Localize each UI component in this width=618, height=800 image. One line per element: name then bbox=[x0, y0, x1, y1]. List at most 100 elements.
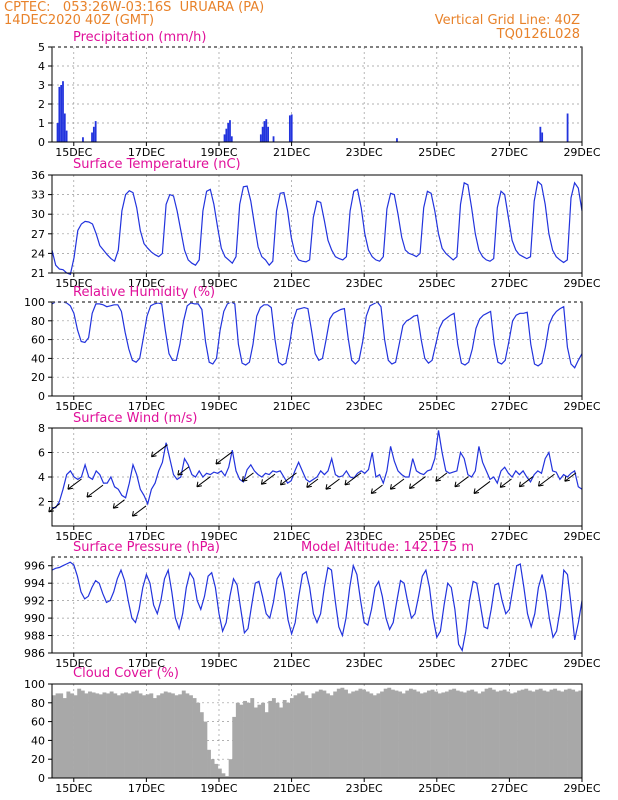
y-tick-label: 33 bbox=[31, 189, 45, 202]
cloud-bar bbox=[553, 688, 558, 778]
wind-arrow-head bbox=[86, 492, 93, 498]
cloud-bar bbox=[365, 691, 370, 778]
x-tick-label: 21DEC bbox=[273, 530, 310, 543]
wind-arrow-head bbox=[435, 476, 441, 482]
cloud-bar bbox=[423, 692, 428, 778]
precip-bar bbox=[92, 126, 95, 142]
wind-arrow bbox=[196, 476, 211, 488]
cloud-bar bbox=[488, 687, 493, 778]
cloud-bar bbox=[88, 691, 92, 778]
cloud-bar bbox=[336, 688, 341, 778]
precip-bar bbox=[539, 126, 542, 142]
cloud-bar bbox=[401, 693, 406, 778]
y-tick-label: 36 bbox=[31, 169, 45, 182]
precip-bar bbox=[541, 132, 544, 142]
cloud-bar bbox=[185, 693, 190, 778]
wind-arrow-head bbox=[564, 476, 570, 482]
cloud-bar bbox=[426, 690, 431, 778]
y-tick-label: 24 bbox=[31, 247, 45, 260]
x-tick-label: 25DEC bbox=[418, 530, 455, 543]
wind-arrow bbox=[344, 472, 362, 486]
cloud-bar bbox=[387, 687, 392, 778]
x-tick-label: 19DEC bbox=[200, 657, 237, 670]
wind-arrow-head bbox=[151, 451, 157, 458]
precip-bar bbox=[566, 113, 569, 142]
x-tick-label: 15DEC bbox=[55, 782, 92, 795]
cloud-bar bbox=[152, 698, 157, 778]
wind-arrow bbox=[132, 505, 147, 517]
x-tick-label: 15DEC bbox=[55, 657, 92, 670]
cloud-bar bbox=[243, 700, 247, 778]
wind-arrow bbox=[409, 476, 426, 489]
series-line bbox=[51, 301, 583, 369]
cloud-bar bbox=[156, 695, 161, 778]
cloud-bar bbox=[120, 693, 125, 778]
cloud-bar bbox=[567, 688, 572, 778]
cloud-bar bbox=[264, 712, 269, 778]
wind-arrow-head bbox=[454, 481, 460, 488]
y-tick-label: 30 bbox=[31, 208, 45, 221]
precip-bar bbox=[82, 137, 84, 142]
y-tick-label: 80 bbox=[31, 697, 45, 710]
cloud-bar bbox=[499, 690, 503, 778]
wind-arrow bbox=[113, 499, 125, 509]
precip-bar bbox=[267, 126, 269, 142]
cloud-bar bbox=[207, 749, 211, 778]
y-tick-label: 40 bbox=[31, 352, 45, 365]
x-tick-label: 29DEC bbox=[563, 400, 600, 413]
cloud-bar bbox=[437, 693, 442, 778]
cloud-bar bbox=[116, 695, 121, 778]
series-line bbox=[51, 180, 583, 276]
wind-arrow-head bbox=[112, 503, 119, 509]
wind-arrow bbox=[473, 481, 491, 494]
cloud-bar bbox=[170, 693, 175, 778]
wind-arrow bbox=[499, 478, 512, 488]
wind-arrow bbox=[48, 503, 61, 513]
cloud-bar bbox=[124, 692, 129, 778]
cloud-bar bbox=[250, 698, 255, 778]
panel-title: Surface Wind (m/s) bbox=[73, 411, 197, 426]
precip-bar bbox=[94, 121, 97, 142]
cloud-bar bbox=[109, 691, 114, 778]
cloud-bar bbox=[311, 693, 316, 778]
cloud-bar bbox=[473, 691, 478, 778]
cloud-bar bbox=[261, 702, 266, 778]
wind-arrow-head bbox=[518, 481, 525, 488]
y-tick-label: 994 bbox=[24, 577, 45, 590]
cloud-bar bbox=[98, 694, 103, 778]
cloud-bar bbox=[199, 712, 204, 778]
cloud-bar bbox=[542, 690, 547, 778]
cloud-bar bbox=[369, 693, 374, 778]
wind-arrow bbox=[564, 472, 577, 482]
header-location: CPTEC: 053:26W-03:16S URUARA (PA) bbox=[4, 0, 265, 15]
cloud-bar bbox=[113, 693, 118, 778]
cloud-bar bbox=[62, 698, 67, 778]
cloud-bar bbox=[282, 699, 287, 778]
cloud-bar bbox=[134, 690, 139, 778]
cloud-bar bbox=[145, 694, 150, 778]
x-tick-label: 17DEC bbox=[128, 277, 165, 290]
cloud-bar bbox=[517, 690, 522, 778]
cloud-bar bbox=[372, 695, 377, 778]
x-tick-label: 21DEC bbox=[273, 277, 310, 290]
cloud-bar bbox=[538, 688, 543, 778]
precip-bar bbox=[62, 81, 64, 142]
precip-bar bbox=[65, 130, 68, 142]
cloud-bar bbox=[520, 689, 525, 778]
wind-arrow bbox=[370, 484, 383, 494]
cloud-bar bbox=[77, 688, 82, 778]
y-tick-label: 990 bbox=[24, 612, 45, 625]
x-tick-label: 25DEC bbox=[418, 277, 455, 290]
cloud-bar bbox=[279, 707, 284, 778]
wind-arrow-head bbox=[389, 484, 396, 490]
cloud-bar bbox=[495, 691, 500, 778]
wind-arrow-head bbox=[409, 483, 415, 490]
panel-frame bbox=[51, 683, 583, 779]
x-tick-label: 29DEC bbox=[563, 277, 600, 290]
cloud-bar bbox=[455, 690, 460, 778]
wind-arrow-head bbox=[325, 484, 331, 490]
cloud-bar bbox=[174, 695, 179, 778]
cloud-bar bbox=[535, 689, 540, 778]
wind-arrow bbox=[151, 444, 168, 458]
